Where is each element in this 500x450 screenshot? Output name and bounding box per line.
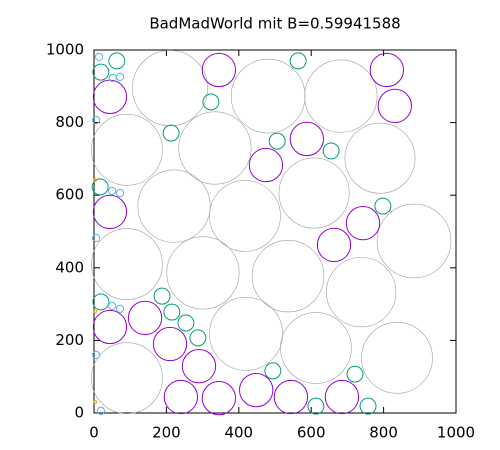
circle <box>307 397 325 415</box>
circle <box>273 379 309 415</box>
circle <box>115 72 125 81</box>
circle <box>239 372 274 408</box>
circle <box>93 178 98 182</box>
circle <box>137 169 211 243</box>
x-tick-label: 800 <box>369 424 398 442</box>
circle <box>108 52 126 70</box>
circle <box>92 194 128 230</box>
circle <box>96 406 105 415</box>
circle <box>189 329 207 347</box>
circle <box>92 293 110 311</box>
circle <box>92 79 128 114</box>
circle <box>92 63 110 81</box>
circle <box>92 233 101 243</box>
plot-border <box>93 49 457 414</box>
circle <box>209 297 283 371</box>
circle <box>202 93 220 111</box>
circle <box>280 312 352 384</box>
circle <box>178 111 252 185</box>
circle <box>289 121 325 157</box>
circle <box>230 58 306 134</box>
y-tick-label: 1000 <box>46 41 84 59</box>
circle <box>324 379 360 415</box>
circle <box>369 52 405 88</box>
circle <box>127 300 163 336</box>
x-tick-label: 0 <box>89 424 99 442</box>
circle <box>93 400 98 405</box>
y-tick-label: 0 <box>74 404 84 422</box>
circle <box>361 322 433 394</box>
circle <box>278 157 350 229</box>
circle <box>359 397 377 415</box>
circle <box>115 304 125 313</box>
circle <box>304 59 378 133</box>
circle <box>264 362 282 380</box>
circle <box>344 122 416 194</box>
circle <box>289 52 307 70</box>
circle <box>201 52 237 88</box>
circle <box>152 326 188 362</box>
y-tick-label: 200 <box>55 331 84 349</box>
circle <box>322 142 340 160</box>
circle <box>268 132 286 150</box>
circle <box>377 88 412 124</box>
circle <box>163 379 199 415</box>
circle <box>201 380 237 416</box>
circle <box>107 301 117 311</box>
circle <box>251 240 325 313</box>
y-tick-label: 800 <box>55 113 84 131</box>
x-tick-label: 600 <box>297 424 326 442</box>
circle <box>345 205 381 241</box>
circle <box>374 197 392 215</box>
circle <box>248 147 284 183</box>
y-tick-label: 600 <box>55 186 84 204</box>
circle <box>132 50 208 127</box>
chart-title: BadMadWorld mit B=0.59941588 <box>149 15 400 33</box>
circle <box>92 309 128 345</box>
circle <box>177 314 195 332</box>
y-tick-label: 400 <box>55 258 84 276</box>
circle <box>91 114 163 186</box>
x-tick-label: 200 <box>152 424 181 442</box>
circle <box>316 227 352 263</box>
circle <box>107 186 117 195</box>
circle <box>92 350 101 360</box>
circle <box>346 365 364 383</box>
circle <box>91 178 109 196</box>
circle <box>209 180 281 252</box>
circle <box>181 349 217 384</box>
circle <box>91 228 163 300</box>
x-tick-label: 1000 <box>437 424 475 442</box>
circle <box>115 188 125 198</box>
circle <box>376 203 452 279</box>
circle <box>326 257 397 328</box>
circle <box>93 309 98 314</box>
circle <box>162 124 180 142</box>
x-tick-label: 400 <box>224 424 253 442</box>
circle <box>153 287 171 305</box>
circle <box>92 115 101 125</box>
circle <box>163 303 181 321</box>
circle <box>166 236 240 310</box>
circle <box>94 52 104 62</box>
circle <box>91 342 163 414</box>
